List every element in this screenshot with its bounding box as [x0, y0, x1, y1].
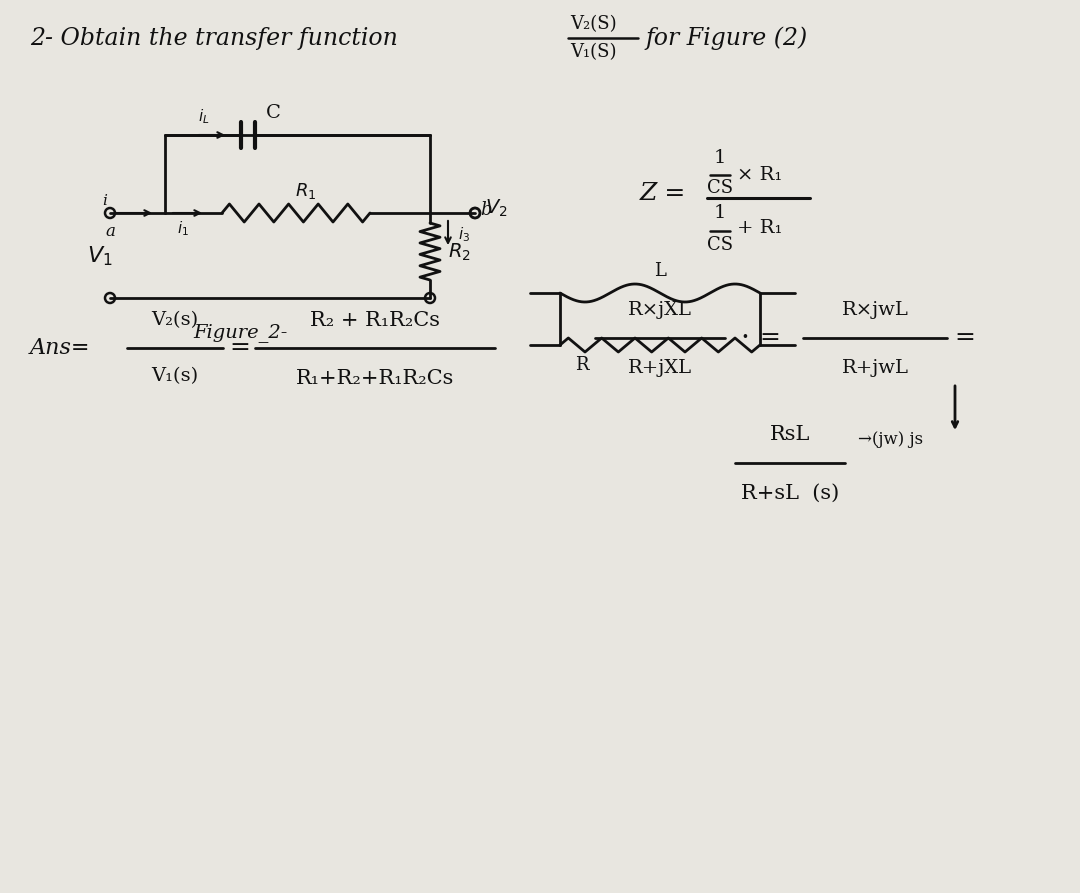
Text: R×jwL: R×jwL	[841, 301, 908, 319]
Text: $i_3$: $i_3$	[458, 226, 470, 245]
Text: L: L	[654, 262, 666, 280]
Text: Ans=: Ans=	[30, 337, 91, 359]
Text: 1: 1	[714, 204, 726, 222]
Text: $R_1$: $R_1$	[295, 181, 316, 201]
Text: RsL: RsL	[770, 425, 810, 445]
Text: =: =	[955, 327, 975, 349]
Text: R+jwL: R+jwL	[841, 359, 908, 377]
Text: + R₁: + R₁	[737, 219, 782, 237]
Text: R₁+R₂+R₁R₂Cs: R₁+R₂+R₁R₂Cs	[296, 369, 455, 388]
Text: V₂(S): V₂(S)	[570, 15, 617, 33]
Text: $V_2$: $V_2$	[485, 197, 508, 219]
Text: 2- Obtain the transfer function: 2- Obtain the transfer function	[30, 27, 397, 49]
Text: R+sL  (s): R+sL (s)	[741, 483, 839, 503]
Text: 1: 1	[714, 149, 726, 167]
Text: i: i	[103, 194, 107, 208]
Text: $R_2$: $R_2$	[448, 241, 471, 263]
Text: $i_1$: $i_1$	[177, 220, 189, 238]
Text: b: b	[480, 201, 491, 219]
Text: for Figure (2): for Figure (2)	[645, 26, 807, 50]
Text: Figure_2-: Figure_2-	[193, 323, 287, 343]
Text: a: a	[105, 222, 114, 239]
Text: $V_1$: $V_1$	[87, 244, 112, 268]
Text: R: R	[575, 356, 589, 374]
Text: $i_L$: $i_L$	[199, 108, 210, 126]
Text: R₂ + R₁R₂Cs: R₂ + R₁R₂Cs	[310, 311, 440, 330]
Text: =: =	[230, 337, 251, 360]
Text: C: C	[266, 104, 281, 122]
Text: V₂(s): V₂(s)	[151, 311, 199, 329]
Text: R×jXL: R×jXL	[627, 301, 692, 319]
Text: R+jXL: R+jXL	[627, 359, 692, 377]
Text: CS: CS	[707, 179, 733, 197]
Text: × R₁: × R₁	[737, 166, 782, 184]
Text: →(jw) js: →(jw) js	[858, 430, 923, 447]
Text: CS: CS	[707, 236, 733, 254]
Text: V₁(S): V₁(S)	[570, 43, 617, 61]
Text: V₁(s): V₁(s)	[151, 367, 199, 385]
Text: Z =: Z =	[640, 181, 687, 204]
Text: =: =	[759, 327, 781, 349]
Text: ·: ·	[741, 324, 750, 352]
